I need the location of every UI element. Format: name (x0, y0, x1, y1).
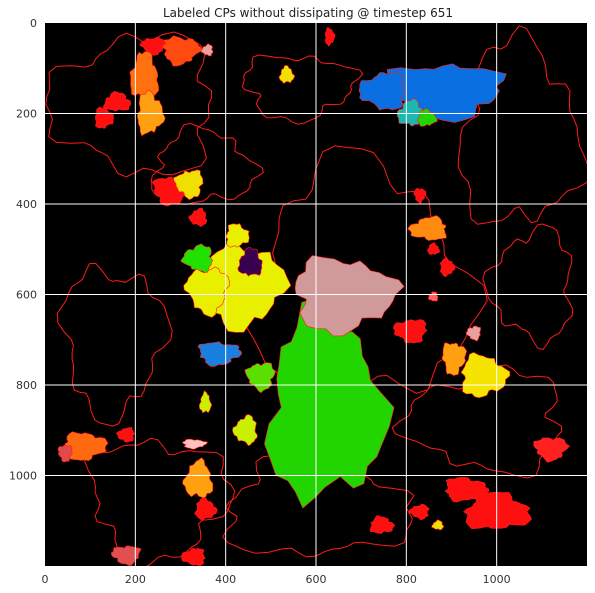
labeled-region (369, 515, 395, 534)
y-tick-label: 0 (30, 17, 37, 30)
labeled-region (57, 444, 73, 463)
labeled-region (200, 43, 214, 57)
labeled-region (94, 106, 115, 129)
labeled-region (278, 65, 296, 84)
boundary-line (84, 437, 236, 566)
labeled-region (110, 545, 142, 566)
labeled-region (181, 547, 206, 566)
labeled-region (197, 341, 243, 367)
labeled-region (431, 519, 445, 531)
y-tick-label: 600 (16, 289, 37, 302)
labeled-region (407, 215, 447, 241)
chart-title: Labeled CPs without dissipating @ timest… (163, 6, 453, 20)
x-tick-label: 800 (396, 573, 417, 586)
labeled-region (180, 243, 214, 273)
x-tick-label: 1000 (483, 573, 511, 586)
labeled-region (264, 298, 395, 509)
labeled-region (116, 426, 135, 443)
labeled-region (139, 36, 167, 56)
x-axis-ticks: 0 200 400 600 800 1000 (42, 573, 511, 586)
labeled-region (182, 457, 214, 499)
labeled-region (161, 35, 204, 67)
labeled-region (237, 247, 263, 277)
x-tick-label: 400 (215, 573, 236, 586)
labeled-region (232, 414, 258, 447)
y-tick-label: 200 (16, 108, 37, 121)
labeled-region (413, 187, 427, 204)
boundary-line (457, 25, 587, 225)
labeled-region (194, 497, 218, 521)
labeled-regions-layer (57, 27, 570, 566)
boundary-line (482, 223, 574, 351)
labeled-region (188, 207, 208, 227)
labeled-region (173, 169, 204, 201)
labeled-region (103, 90, 132, 112)
labeled-region (198, 390, 213, 414)
y-tick-label: 800 (16, 379, 37, 392)
labeled-region (324, 27, 336, 47)
labeled-region (225, 223, 250, 248)
labeled-region (444, 477, 490, 503)
labeled-region (460, 351, 511, 399)
labeled-region (358, 71, 406, 111)
labeled-region (393, 319, 428, 344)
labeled-region (408, 503, 430, 521)
x-tick-label: 200 (125, 573, 146, 586)
boundary-line (150, 122, 264, 205)
labeled-region (427, 242, 441, 255)
grid-lines (45, 23, 587, 566)
y-tick-label: 1000 (9, 470, 37, 483)
x-tick-label: 0 (42, 573, 49, 586)
labeled-region (463, 491, 533, 530)
labeled-region (183, 266, 230, 318)
labeled-region (465, 325, 481, 342)
labeled-region (417, 107, 438, 127)
y-tick-label: 400 (16, 198, 37, 211)
labeled-region (440, 257, 456, 278)
labeled-region (533, 437, 570, 463)
labeled-region (181, 438, 208, 450)
labeled-region (441, 342, 468, 376)
boundary-line (241, 54, 364, 125)
x-tick-label: 600 (306, 573, 327, 586)
y-axis-ticks: 0 200 400 600 800 1000 (9, 17, 37, 483)
boundary-line (45, 31, 213, 178)
